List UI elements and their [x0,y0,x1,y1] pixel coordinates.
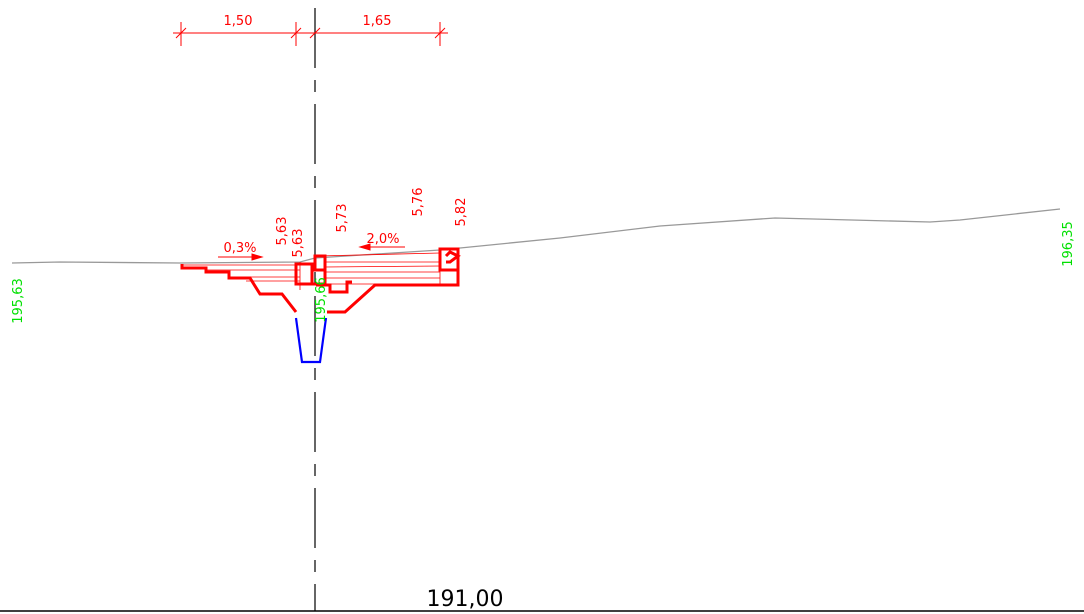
dimension-line [173,22,448,46]
height-label-4: 5,76 [411,188,426,217]
slope-label-right: 2,0% [366,232,399,247]
elevation-label-right: 196,35 [1061,221,1076,267]
height-label-3: 5,73 [335,204,350,233]
height-label-5: 5,82 [454,198,469,227]
height-label-1: 5,63 [275,217,290,246]
dimension-label-right: 1,65 [363,14,392,29]
pavement-layers-right [317,250,441,286]
slope-label-left: 0,3% [223,241,256,256]
terrain-line [11,208,1061,264]
elevation-label-left: 195,63 [11,278,26,324]
ditch [294,317,328,364]
dimension-label-left: 1,50 [224,14,253,29]
road-structure [180,247,461,314]
pavement-layers-left [182,262,301,290]
datum-label: 191,00 [427,587,504,612]
elevation-label-center: 195,66 [314,277,329,323]
height-label-2: 5,63 [291,229,306,258]
slope-arrow-right [358,243,405,251]
slope-arrow-left [218,253,264,261]
